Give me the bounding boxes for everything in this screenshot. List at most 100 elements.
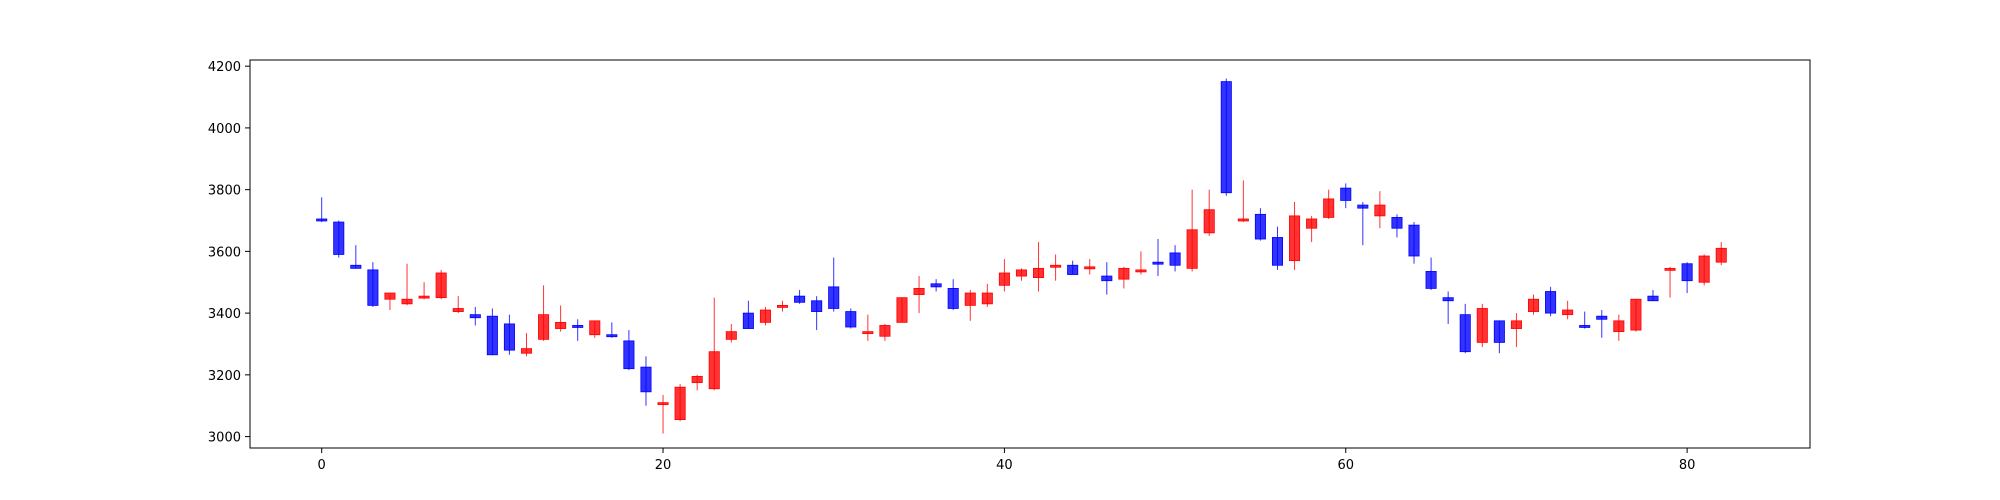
candle-body [1220, 81, 1232, 194]
candle-body [538, 314, 550, 340]
candle-body [1630, 298, 1642, 331]
candle-body [725, 331, 737, 340]
candle-body [316, 218, 328, 222]
candle-body [469, 314, 481, 319]
candle [538, 285, 550, 341]
candle-body [1613, 320, 1625, 333]
candle [742, 300, 754, 329]
candle [1033, 242, 1045, 292]
candle-body [1596, 315, 1608, 320]
candle-body [1050, 264, 1062, 268]
candle [503, 314, 515, 355]
candle [1271, 226, 1284, 270]
candle-body [691, 375, 703, 383]
candle-body [1681, 263, 1693, 282]
candle [435, 269, 447, 300]
candle-body [845, 311, 857, 328]
candle-body [1254, 213, 1266, 240]
candle-body [657, 402, 669, 406]
candle [964, 289, 976, 321]
candle-body [333, 221, 345, 255]
candle-body [862, 331, 874, 335]
candle [1323, 189, 1335, 219]
candle [350, 245, 362, 269]
candle-body [503, 323, 515, 351]
candle-body [452, 308, 464, 312]
candle-body [947, 288, 959, 309]
candle [1545, 286, 1557, 317]
candle [1476, 303, 1488, 348]
y-tick-label: 3400 [208, 307, 241, 322]
candle-body [708, 351, 720, 390]
candle [1562, 300, 1574, 320]
candle-body [1357, 204, 1369, 209]
candle-body [1562, 309, 1574, 316]
candle-body [1647, 295, 1659, 302]
candle [1135, 251, 1147, 275]
candle [1579, 311, 1591, 329]
candle-body [1323, 198, 1335, 218]
candle [452, 296, 464, 314]
candle [1698, 254, 1710, 286]
candle-body [998, 272, 1010, 286]
candle-body [1579, 325, 1591, 328]
candle [1169, 245, 1181, 272]
candle [776, 300, 789, 312]
candle-body [759, 309, 771, 323]
candle [1374, 191, 1386, 229]
candle-body [555, 321, 567, 329]
candle-body [794, 295, 806, 303]
candle-body [1425, 271, 1437, 289]
candle-body [1408, 224, 1420, 257]
candle-body [1476, 308, 1488, 343]
candle [811, 296, 823, 331]
candle-body [1203, 209, 1215, 234]
candle-body [1545, 291, 1557, 314]
candle [1596, 310, 1608, 338]
candle-body [1169, 252, 1181, 266]
candle [333, 220, 345, 258]
candle [1630, 298, 1642, 332]
x-axis: 0 20 40 60 80 [318, 448, 1696, 473]
candle-body [981, 292, 993, 305]
y-tick-label: 3800 [208, 184, 241, 199]
candle-body [1510, 320, 1522, 329]
candle [725, 323, 737, 343]
candle [555, 305, 567, 332]
candle [1203, 189, 1215, 236]
candle-body [1391, 217, 1403, 229]
candle [640, 356, 652, 406]
y-tick-label: 4000 [208, 122, 241, 137]
candle [606, 322, 618, 338]
candle-body [1527, 298, 1540, 312]
candle-body [623, 340, 635, 370]
candle-body [1084, 266, 1096, 270]
candle [930, 279, 942, 292]
candle [1664, 266, 1676, 298]
plot-area-frame [249, 59, 1811, 449]
candle [623, 330, 635, 371]
x-tick-label: 0 [318, 458, 326, 473]
candle [708, 297, 720, 391]
candle-body [913, 288, 925, 295]
candle-body [520, 348, 533, 354]
candle-body [1118, 267, 1130, 280]
x-tick-label: 80 [1679, 458, 1696, 473]
candle-body [1715, 247, 1727, 263]
candle-body [435, 272, 447, 299]
candle-body [640, 366, 652, 393]
candle [486, 308, 498, 356]
x-tick-label: 20 [655, 458, 672, 473]
candle-body [1664, 267, 1676, 271]
candle [1067, 260, 1079, 275]
candle [316, 197, 328, 223]
candle-body [674, 386, 686, 421]
candle [469, 306, 481, 326]
candle-body [1459, 314, 1471, 353]
candle [691, 374, 703, 391]
candles-layer [316, 78, 1727, 434]
candle-body [1289, 215, 1301, 262]
candle-body [367, 269, 379, 306]
candle-body [1135, 269, 1147, 273]
